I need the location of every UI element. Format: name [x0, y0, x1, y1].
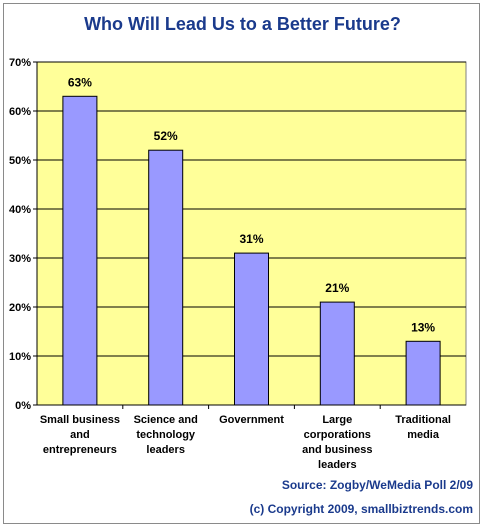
y-tick-label: 10% — [9, 351, 31, 363]
y-tick-label: 60% — [9, 106, 31, 118]
chart-title: Who Will Lead Us to a Better Future? — [84, 14, 401, 34]
bar — [405, 340, 441, 406]
bar — [319, 301, 355, 406]
x-tick-label: Traditional media — [395, 414, 451, 441]
data-label: 52% — [154, 129, 178, 143]
y-tick-label: 70% — [9, 57, 31, 69]
data-label: 63% — [68, 75, 92, 89]
y-tick-label: 30% — [9, 253, 31, 265]
y-tick-label: 20% — [9, 302, 31, 314]
y-tick-label: 50% — [9, 155, 31, 167]
source-note: Source: Zogby/WeMedia Poll 2/09 — [281, 478, 473, 492]
x-tick-label: Science and technology leaders — [134, 414, 198, 456]
bar — [234, 252, 269, 406]
data-label: 31% — [239, 232, 263, 246]
bar — [148, 149, 184, 406]
copyright-note: (c) Copyright 2009, smallbiztrends.com — [249, 502, 473, 516]
data-label: 13% — [411, 320, 435, 334]
x-tick-label: Large corporations and business leaders — [302, 414, 372, 471]
y-tick-label: 40% — [9, 204, 31, 216]
y-tick-label: 0% — [15, 400, 31, 412]
data-label: 21% — [325, 281, 349, 295]
x-tick-label: Small business and entrepreneurs — [40, 414, 120, 456]
bar — [62, 95, 98, 406]
x-tick-label: Government — [219, 414, 284, 426]
